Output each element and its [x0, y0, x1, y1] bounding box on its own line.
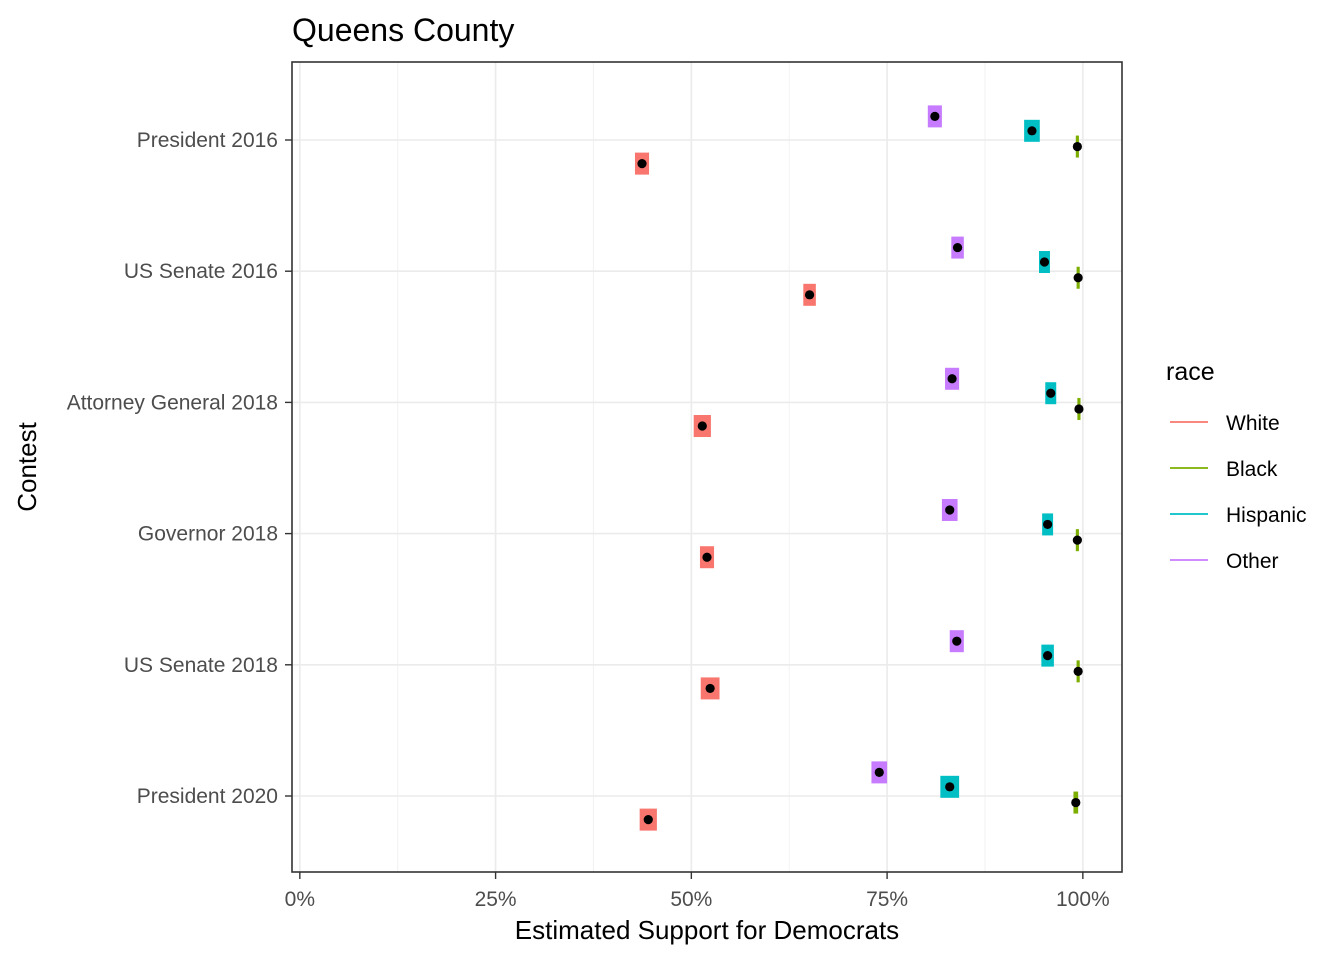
white-point	[702, 552, 712, 562]
other-point	[874, 767, 884, 777]
legend-label-hispanic: Hispanic	[1226, 504, 1307, 527]
legend: White Black Hispanic Other	[1170, 412, 1307, 573]
y-tick-label: Governor 2018	[138, 523, 278, 546]
hispanic-point	[1043, 651, 1053, 661]
white-point	[637, 159, 647, 169]
x-tick-label: 50%	[670, 888, 712, 911]
other-point	[945, 505, 955, 515]
white-point	[705, 683, 715, 694]
black-point	[1071, 797, 1081, 808]
other-point	[930, 111, 940, 121]
legend-title: race	[1166, 358, 1215, 386]
minor-gridlines	[397, 62, 986, 872]
x-tick-label: 75%	[866, 888, 908, 911]
y-axis: President 2016 US Senate 2016 Attorney Gen…	[67, 129, 292, 808]
white-point	[804, 290, 815, 300]
y-tick-label: Attorney General 2018	[67, 391, 278, 414]
hispanic-point	[1046, 388, 1056, 398]
legend-label-other: Other	[1226, 550, 1279, 573]
black-point	[1072, 535, 1082, 545]
hispanic-point	[1027, 126, 1037, 136]
hispanic-point	[1039, 257, 1050, 267]
black-point	[1073, 273, 1083, 283]
black-point	[1073, 666, 1083, 676]
x-axis: 0% 25% 50% 75% 100%	[285, 872, 1110, 911]
y-tick-label: US Senate 2016	[124, 260, 278, 283]
y-tick-label: President 2016	[137, 129, 278, 152]
plot-panel-border	[291, 61, 1123, 873]
white-point	[643, 815, 653, 825]
chart-title: Queens County	[292, 12, 514, 48]
y-axis-title: Contest	[12, 421, 42, 511]
hispanic-point	[1043, 519, 1053, 530]
x-tick-label: 25%	[475, 888, 517, 911]
legend-label-white: White	[1226, 412, 1280, 435]
x-tick-label: 100%	[1056, 888, 1110, 911]
other-point	[952, 636, 962, 646]
other-point	[947, 374, 957, 384]
y-tick-label: US Senate 2018	[124, 654, 278, 677]
y-tick-label: President 2020	[137, 785, 278, 808]
legend-label-black: Black	[1226, 458, 1278, 481]
black-point	[1072, 141, 1082, 152]
x-tick-label: 0%	[285, 888, 315, 911]
major-gridlines	[292, 62, 1122, 872]
hispanic-point	[945, 782, 955, 792]
black-point	[1074, 404, 1084, 414]
x-axis-title: Estimated Support for Democrats	[515, 915, 899, 945]
other-point	[952, 242, 963, 253]
data-marks	[634, 105, 1084, 831]
white-point	[697, 421, 707, 431]
